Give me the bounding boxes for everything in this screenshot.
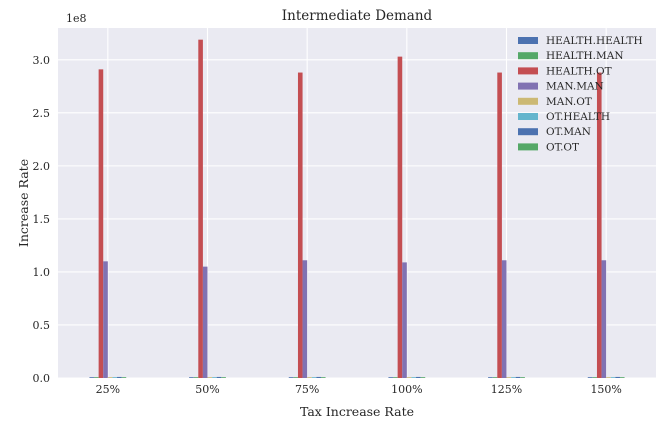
bar xyxy=(320,377,326,378)
bar xyxy=(288,377,294,378)
bar xyxy=(94,377,99,378)
bar xyxy=(207,377,213,378)
bar xyxy=(307,377,312,378)
bar xyxy=(388,377,394,378)
bar xyxy=(520,377,525,378)
bar xyxy=(316,376,321,378)
legend-swatch xyxy=(518,82,538,90)
bar xyxy=(103,261,108,378)
bar xyxy=(112,377,118,378)
legend-label: MAN.OT xyxy=(546,96,592,108)
legend-label: MAN.MAN xyxy=(546,81,604,93)
legend-swatch xyxy=(518,67,538,75)
bar xyxy=(121,377,127,378)
bar xyxy=(615,376,620,378)
bar xyxy=(397,56,403,379)
bar xyxy=(596,72,602,378)
bar xyxy=(587,377,593,378)
legend-swatch xyxy=(518,37,538,44)
legend-swatch xyxy=(518,128,538,136)
tick-labels: 0.0 0.5 1.0 1.5 2.0 2.5 3.0 25% 50% 75% 100% 125% 15… xyxy=(33,54,622,396)
x-tick-label: 125% xyxy=(491,383,522,396)
bar xyxy=(193,377,199,378)
legend: HEALTH.HEALTH HEALTH.MAN HEALTH.OT MAN.MAN M… xyxy=(518,35,643,153)
legend-swatch xyxy=(518,143,538,151)
x-tick-label: 75% xyxy=(295,383,319,396)
bar xyxy=(488,377,493,378)
bar xyxy=(221,377,226,378)
y-tick-label: 1.0 xyxy=(33,266,51,279)
x-tick-label: 50% xyxy=(195,383,219,396)
y-tick-label: 0.0 xyxy=(33,372,51,385)
y-tick-label: 2.0 xyxy=(33,160,51,173)
bar xyxy=(506,377,512,378)
y-tick-label: 2.5 xyxy=(33,107,51,120)
bar xyxy=(393,377,398,378)
legend-label: OT.MAN xyxy=(546,126,591,138)
bar xyxy=(497,72,502,378)
legend-swatch xyxy=(518,52,538,60)
bar xyxy=(202,266,208,378)
bar xyxy=(406,377,412,378)
bar xyxy=(89,377,95,378)
y-axis-label: Increase Rate xyxy=(16,159,31,247)
bar xyxy=(515,376,521,378)
bars xyxy=(89,39,625,379)
bar xyxy=(601,260,607,378)
x-tick-label: 25% xyxy=(96,383,120,396)
bar xyxy=(198,39,203,379)
bar xyxy=(420,377,426,378)
bar xyxy=(293,377,298,378)
bar xyxy=(592,377,597,378)
legend-label: HEALTH.MAN xyxy=(546,50,624,62)
x-tick-label: 150% xyxy=(590,383,621,396)
bar xyxy=(302,260,308,378)
bar xyxy=(501,260,507,378)
legend-swatch xyxy=(518,113,538,120)
plot-area xyxy=(58,28,656,378)
y-tick-label: 3.0 xyxy=(33,54,51,67)
legend-label: OT.OT xyxy=(546,141,579,153)
bar xyxy=(492,377,498,378)
bar xyxy=(619,377,625,378)
y-offset-text: 1e8 xyxy=(66,12,87,25)
bar xyxy=(107,377,113,378)
bar xyxy=(416,376,421,378)
y-tick-label: 1.5 xyxy=(33,213,51,226)
bar xyxy=(189,377,194,378)
bar xyxy=(212,377,217,378)
legend-label: OT.HEALTH xyxy=(546,111,610,123)
bar xyxy=(411,377,417,378)
chart-title: Intermediate Demand xyxy=(282,8,433,24)
bar xyxy=(117,376,122,378)
bar xyxy=(610,377,616,378)
bar xyxy=(402,262,407,378)
bar xyxy=(311,377,317,378)
legend-label: HEALTH.OT xyxy=(546,65,612,77)
legend-label: HEALTH.HEALTH xyxy=(546,35,643,47)
bar xyxy=(98,69,104,378)
x-axis-label: Tax Increase Rate xyxy=(300,404,414,419)
legend-swatch xyxy=(518,97,538,105)
x-tick-label: 100% xyxy=(391,383,422,396)
y-tick-label: 0.5 xyxy=(33,319,51,332)
bar xyxy=(511,377,516,378)
bar xyxy=(297,72,303,378)
bar xyxy=(216,376,222,378)
bar xyxy=(606,377,611,378)
